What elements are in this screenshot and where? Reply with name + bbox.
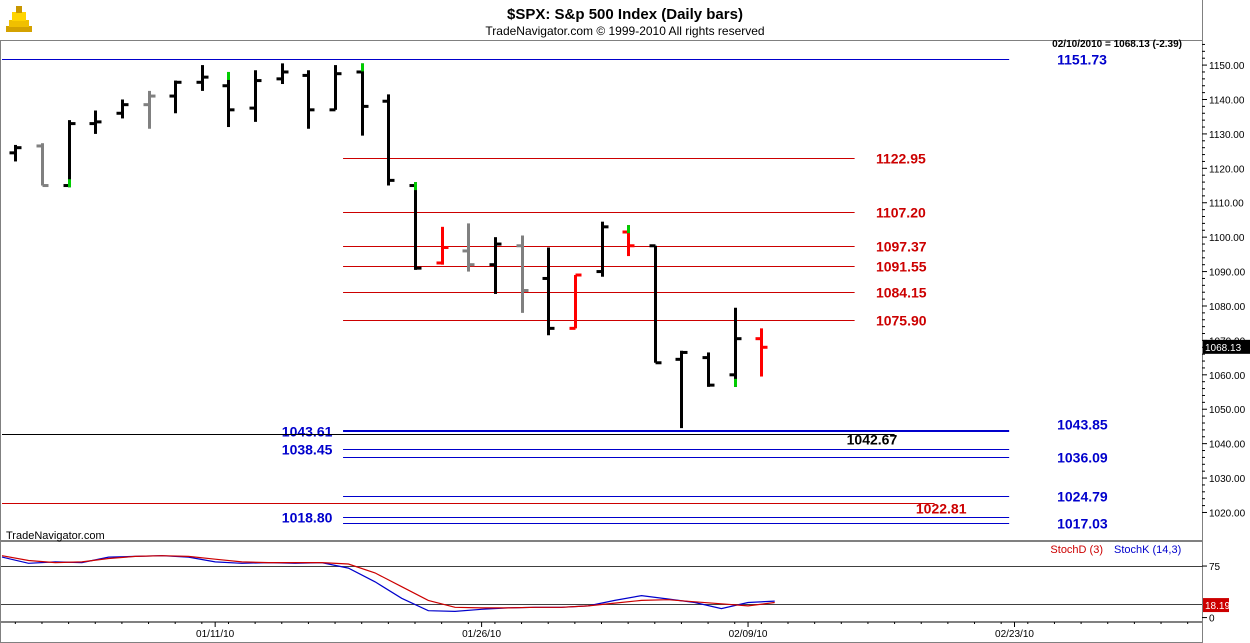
watermark: TradeNavigator.com (6, 530, 105, 542)
ohlc-bar (755, 328, 768, 377)
stoch-series-line (1, 555, 775, 609)
stoch-tick-label: 0 (1209, 614, 1215, 625)
level-label: 1122.95 (876, 151, 926, 167)
y-tick-label: 1150.00 (1209, 61, 1245, 72)
ohlc-bar (36, 143, 49, 188)
level-label: 1107.20 (876, 205, 926, 221)
stoch-last-box (1203, 598, 1229, 613)
ohlc-bar (569, 273, 582, 330)
ohlc-bar (542, 247, 555, 336)
ohlc-bar (356, 63, 369, 136)
legend-stochk: StochK (14,3) (1114, 544, 1181, 556)
level-label: 1075.90 (876, 313, 927, 329)
ohlc-bar (675, 350, 688, 429)
y-tick-label: 1050.00 (1209, 405, 1246, 416)
price-panel (0, 40, 1203, 541)
level-label: 1042.67 (847, 432, 898, 448)
last-price-box (1203, 339, 1250, 354)
level-label: 1043.61 (282, 424, 333, 440)
y-tick-label: 1140.00 (1209, 96, 1245, 107)
ohlc-bar (196, 65, 209, 91)
level-label: 1018.80 (282, 510, 333, 526)
level-label: 1097.37 (876, 239, 927, 255)
y-tick-label: 1100.00 (1209, 233, 1245, 244)
ohlc-bar (249, 70, 262, 122)
level-label: 1038.45 (282, 442, 333, 458)
ohlc-bar (489, 237, 502, 294)
ohlc-bar (329, 65, 342, 112)
y-tick-label: 1090.00 (1209, 268, 1246, 279)
ohlc-bar (9, 144, 22, 162)
level-label: 1043.85 (1057, 417, 1108, 433)
ohlc-bar (276, 63, 289, 85)
ohlc-bar (436, 226, 449, 265)
price-bars (9, 63, 768, 429)
stoch-tick-label: 75 (1209, 562, 1221, 573)
stoch-last-label: 18.19 (1205, 601, 1230, 612)
stochastic-axis: 75 0 18.19 (1202, 562, 1230, 625)
date-axis: 01/11/10 01/26/10 02/09/10 02/23/10 (14, 622, 1189, 640)
ohlc-bar (222, 71, 235, 128)
y-tick-label: 1020.00 (1209, 508, 1246, 519)
stoch-panel (0, 541, 1203, 622)
x-tick-label: 02/09/10 (729, 629, 768, 640)
stochastic-lines (1, 555, 1202, 613)
ohlc-bar (596, 221, 609, 277)
x-tick-label: 01/11/10 (196, 629, 235, 640)
ohlc-bar (169, 80, 182, 114)
y-tick-label: 1120.00 (1209, 164, 1245, 175)
ohlc-bar (516, 235, 529, 313)
ohlc-bar (729, 307, 742, 387)
last-price-label: 1068.13 (1205, 343, 1242, 354)
x-tick-label: 01/26/10 (462, 629, 501, 640)
legend-stochd: StochD (3) (1050, 544, 1103, 556)
ohlc-bar (63, 120, 76, 188)
y-tick-label: 1030.00 (1209, 474, 1246, 485)
ohlc-bar (89, 110, 102, 134)
chart-title: $SPX: S&p 500 Index (Daily bars) (507, 6, 743, 23)
level-label: 1024.79 (1057, 489, 1108, 505)
ohlc-bar (622, 225, 635, 257)
ohlc-bar (409, 182, 422, 270)
ohlc-bar (116, 99, 129, 119)
ohlc-bar (143, 90, 156, 129)
y-tick-label: 1130.00 (1209, 130, 1245, 141)
ohlc-bar (462, 223, 475, 272)
y-tick-label: 1040.00 (1209, 440, 1246, 451)
ohlc-bar (702, 352, 715, 387)
level-label: 1091.55 (876, 259, 927, 275)
level-label: 1017.03 (1057, 516, 1108, 532)
y-tick-label: 1060.00 (1209, 371, 1246, 382)
level-label: 1022.81 (916, 501, 967, 517)
ohlc-bar (302, 70, 315, 129)
level-label: 1084.15 (876, 285, 927, 301)
y-tick-label: 1080.00 (1209, 302, 1246, 313)
trade-navigator-logo-icon (6, 6, 32, 32)
y-tick-label: 1110.00 (1209, 199, 1244, 210)
chart-subtitle: TradeNavigator.com © 1999-2010 All right… (485, 24, 764, 38)
last-quote: 02/10/2010 = 1068.13 (-2.39) (1052, 39, 1182, 50)
level-lines: 1151.73 1122.95 1107.20 1097.37 1091.55 1084.… (2, 52, 1108, 532)
ohlc-bar (382, 94, 395, 186)
ohlc-bar (649, 244, 662, 365)
price-axis: 1020.001030.001040.001050.001060.001070.… (1202, 43, 1250, 519)
level-label: 1151.73 (1057, 52, 1107, 68)
level-label: 1036.09 (1057, 450, 1108, 466)
x-tick-label: 02/23/10 (995, 629, 1034, 640)
